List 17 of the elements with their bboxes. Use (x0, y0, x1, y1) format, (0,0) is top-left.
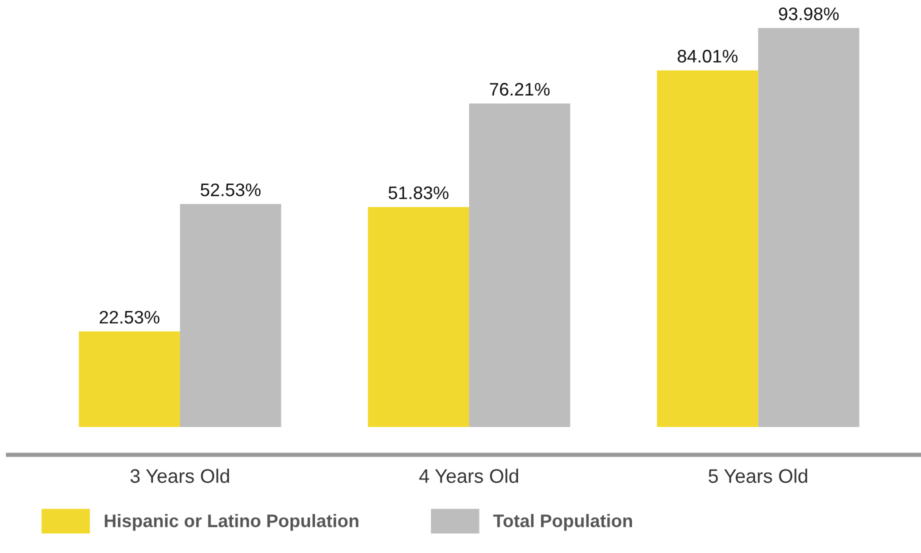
data-label: 93.98% (778, 7, 839, 20)
data-label: 76.21% (490, 82, 550, 96)
x-tick-label: 5 Years Old (708, 468, 808, 483)
data-label: 84.01% (678, 50, 738, 63)
bar (368, 206, 470, 427)
bar (180, 204, 282, 427)
data-label: 52.53% (200, 183, 261, 196)
legend-label: Total Population (493, 514, 632, 531)
bar (78, 331, 180, 427)
data-label: 22.53% (100, 310, 160, 324)
x-tick-label: 3 Years Old (130, 468, 230, 483)
legend-label: Hispanic or Latino Population (104, 514, 358, 531)
bar (758, 28, 860, 427)
bar (656, 70, 758, 427)
data-label: 51.83% (388, 186, 448, 200)
bar (469, 103, 570, 427)
x-tick-label: 4 Years Old (419, 468, 518, 483)
